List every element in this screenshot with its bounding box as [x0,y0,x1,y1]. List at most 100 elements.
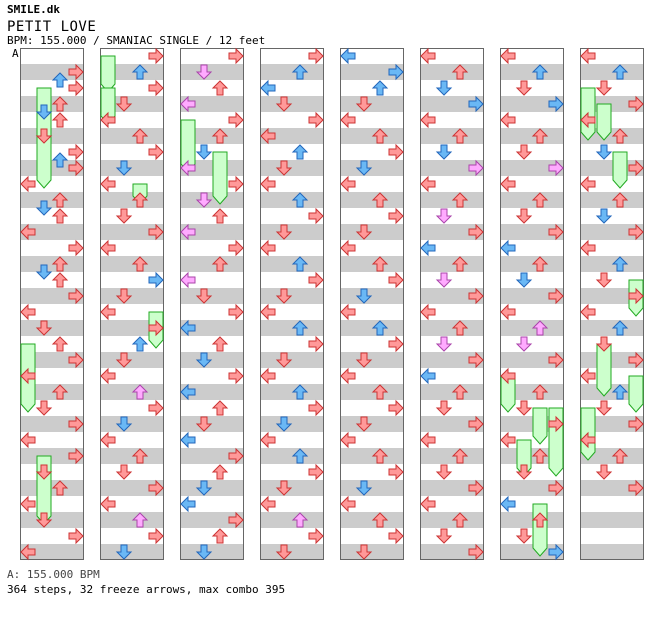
beat-stripe [180,480,244,496]
left-arrow-icon [580,47,596,65]
up-arrow-icon [531,512,549,528]
left-arrow-icon [580,431,596,449]
beat-stripe [100,128,164,144]
up-arrow-icon [531,320,549,336]
left-arrow-icon [20,223,36,241]
beat-stripe [340,544,404,560]
down-arrow-icon [515,208,533,224]
down-arrow-icon [355,416,373,432]
right-arrow-icon [148,223,164,241]
beat-stripe [340,320,404,336]
left-arrow-icon [260,367,276,385]
left-arrow-icon [420,495,436,513]
up-arrow-icon [451,192,469,208]
beat-stripe [580,160,644,176]
freeze-arrow [612,151,628,189]
left-arrow-icon [500,239,516,257]
up-arrow-icon [51,336,69,352]
up-arrow-icon [51,192,69,208]
down-arrow-icon [275,288,293,304]
up-arrow-icon [531,128,549,144]
right-arrow-icon [308,399,324,417]
beat-stripe [420,384,484,400]
beat-stripe [100,256,164,272]
down-arrow-icon [595,208,613,224]
beat-stripe [180,448,244,464]
beat-stripe [500,288,564,304]
beat-stripe [420,320,484,336]
right-arrow-icon [228,511,244,529]
left-arrow-icon [580,239,596,257]
beat-stripe [340,160,404,176]
right-arrow-icon [228,367,244,385]
beat-stripe [420,64,484,80]
left-arrow-icon [500,495,516,513]
right-arrow-icon [388,335,404,353]
up-arrow-icon [211,256,229,272]
down-arrow-icon [195,144,213,160]
down-arrow-icon [595,80,613,96]
down-arrow-icon [195,288,213,304]
left-arrow-icon [20,175,36,193]
beat-stripe [340,512,404,528]
left-arrow-icon [100,175,116,193]
up-arrow-icon [291,64,309,80]
up-arrow-icon [291,512,309,528]
down-arrow-icon [35,128,53,144]
left-arrow-icon [180,223,196,241]
right-arrow-icon [468,415,484,433]
up-arrow-icon [211,464,229,480]
up-arrow-icon [531,64,549,80]
down-arrow-icon [355,160,373,176]
down-arrow-icon [595,400,613,416]
beat-stripe [100,288,164,304]
right-arrow-icon [628,415,644,433]
up-arrow-icon [51,480,69,496]
right-arrow-icon [548,223,564,241]
left-arrow-icon [580,111,596,129]
beat-stripe [580,224,644,240]
beat-stripe [500,192,564,208]
right-arrow-icon [68,63,84,81]
beat-stripe [340,384,404,400]
tempo-marker: A [12,47,19,60]
up-arrow-icon [131,384,149,400]
up-arrow-icon [611,256,629,272]
beat-stripe [500,416,564,432]
down-arrow-icon [595,336,613,352]
beat-stripe [260,288,324,304]
left-arrow-icon [340,111,356,129]
left-arrow-icon [420,175,436,193]
down-arrow-icon [115,416,133,432]
beat-stripe [20,160,84,176]
down-arrow-icon [515,144,533,160]
down-arrow-icon [275,352,293,368]
down-arrow-icon [515,528,533,544]
beat-stripe [20,64,84,80]
down-arrow-icon [515,464,533,480]
beat-stripe [100,192,164,208]
up-arrow-icon [291,144,309,160]
beat-stripe [20,416,84,432]
down-arrow-icon [195,416,213,432]
up-arrow-icon [451,256,469,272]
right-arrow-icon [68,159,84,177]
beat-stripe [580,480,644,496]
left-arrow-icon [580,175,596,193]
down-arrow-icon [195,352,213,368]
beat-stripe [580,128,644,144]
beat-stripe [180,352,244,368]
right-arrow-icon [308,111,324,129]
beat-stripe [20,384,84,400]
right-arrow-icon [388,143,404,161]
left-arrow-icon [260,175,276,193]
right-arrow-icon [308,527,324,545]
up-arrow-icon [371,448,389,464]
beat-stripe [260,384,324,400]
up-arrow-icon [131,64,149,80]
beat-stripe [500,352,564,368]
beat-stripe [260,320,324,336]
up-arrow-icon [291,384,309,400]
beat-stripe [500,224,564,240]
up-arrow-icon [51,72,69,88]
